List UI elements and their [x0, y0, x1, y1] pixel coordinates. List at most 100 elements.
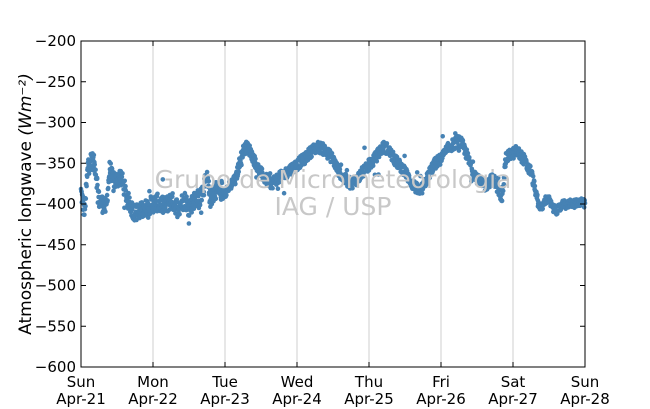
x-tick-label-day: Sun: [67, 373, 96, 391]
data-point: [206, 183, 211, 188]
data-point: [213, 196, 219, 202]
watermark-line-1: Grupo de Micrometeorologia: [155, 165, 512, 194]
data-point: [362, 145, 367, 151]
data-point: [184, 194, 189, 199]
data-point: [344, 167, 350, 173]
data-point: [499, 198, 505, 204]
data-point: [370, 163, 376, 169]
data-point: [354, 182, 359, 188]
y-tick-label: −200: [35, 32, 76, 50]
y-axis-label-unit: (Wm⁻²): [16, 73, 36, 135]
data-point: [96, 189, 102, 195]
data-point: [104, 192, 110, 198]
x-tick-label-date: Apr-23: [200, 390, 250, 408]
data-point: [182, 190, 188, 196]
data-point: [581, 205, 587, 210]
data-point: [277, 179, 282, 185]
data-point: [170, 191, 175, 196]
data-point: [467, 155, 472, 160]
data-point: [119, 174, 125, 180]
data-point: [127, 195, 132, 200]
data-point: [239, 162, 244, 168]
data-point: [94, 176, 100, 182]
data-point: [105, 198, 110, 203]
data-point: [337, 167, 343, 172]
x-tick-labels: SunApr-21MonApr-22TueApr-23WedApr-24ThuA…: [56, 373, 610, 408]
y-tick-label: −450: [35, 236, 76, 254]
y-tick-label: −250: [35, 73, 76, 91]
data-point: [108, 161, 113, 166]
data-point: [216, 181, 221, 187]
data-point: [186, 213, 192, 218]
x-tick-label-day: Sat: [501, 373, 526, 391]
data-point: [350, 186, 355, 191]
y-tick-labels: −200 −250 −300 −350 −400 −450 −500 −550 −600: [35, 32, 76, 376]
data-point: [418, 173, 423, 179]
data-point: [465, 150, 471, 156]
data-point: [236, 169, 241, 174]
data-point: [329, 151, 335, 156]
y-tick-label: −550: [35, 317, 76, 335]
y-axis-label-text: Atmospheric longwave: [16, 136, 36, 335]
data-point: [92, 162, 97, 167]
data-point: [374, 159, 380, 164]
data-point: [224, 192, 229, 198]
watermark: Grupo de Micrometeorologia IAG / USP: [155, 165, 512, 221]
data-point: [247, 143, 252, 148]
data-point: [267, 171, 273, 176]
x-tick-label-date: Apr-25: [344, 390, 394, 408]
data-point: [511, 156, 516, 161]
y-tick-label: −600: [35, 358, 76, 376]
data-point: [376, 172, 381, 177]
data-point: [440, 134, 446, 139]
data-point: [437, 162, 443, 167]
data-point: [122, 205, 127, 211]
data-point: [83, 196, 89, 201]
data-point: [254, 175, 259, 180]
x-tick-label-day: Sun: [571, 373, 600, 391]
x-tick-label-day: Tue: [211, 373, 238, 391]
data-point: [103, 209, 108, 214]
data-point: [91, 152, 97, 158]
data-point: [532, 178, 537, 184]
data-point: [120, 171, 125, 176]
data-point: [469, 179, 474, 184]
data-point: [189, 210, 194, 215]
data-point: [501, 182, 507, 187]
data-points: [78, 131, 588, 226]
watermark-line-2: IAG / USP: [275, 192, 392, 221]
x-tick-label-day: Mon: [137, 373, 169, 391]
data-point: [123, 184, 128, 189]
y-tick-label: −300: [35, 114, 76, 132]
data-point: [532, 183, 538, 189]
data-point: [253, 156, 258, 162]
data-point: [206, 178, 212, 184]
data-point: [199, 197, 204, 203]
data-point: [535, 192, 540, 198]
x-tick-label-date: Apr-22: [128, 390, 178, 408]
data-point: [309, 154, 314, 159]
data-point: [495, 175, 501, 181]
data-point: [270, 185, 275, 191]
data-point: [155, 191, 160, 197]
x-tick-label-date: Apr-26: [416, 390, 466, 408]
x-tick-label-date: Apr-28: [560, 390, 610, 408]
data-point: [500, 188, 506, 194]
data-point: [338, 162, 344, 167]
data-point: [414, 170, 420, 175]
data-point: [147, 188, 152, 194]
x-tick-label-date: Apr-24: [272, 390, 322, 408]
data-point: [456, 148, 462, 153]
data-point: [528, 164, 533, 169]
data-point: [186, 221, 192, 226]
data-point: [198, 210, 204, 215]
x-tick-label-date: Apr-21: [56, 390, 106, 408]
data-point: [530, 174, 536, 179]
data-point: [82, 212, 87, 218]
data-point: [275, 186, 281, 191]
data-point: [384, 141, 390, 146]
data-point: [105, 185, 111, 191]
data-point: [540, 206, 545, 211]
data-point: [126, 190, 131, 196]
x-tick-label-day: Thu: [354, 373, 383, 391]
